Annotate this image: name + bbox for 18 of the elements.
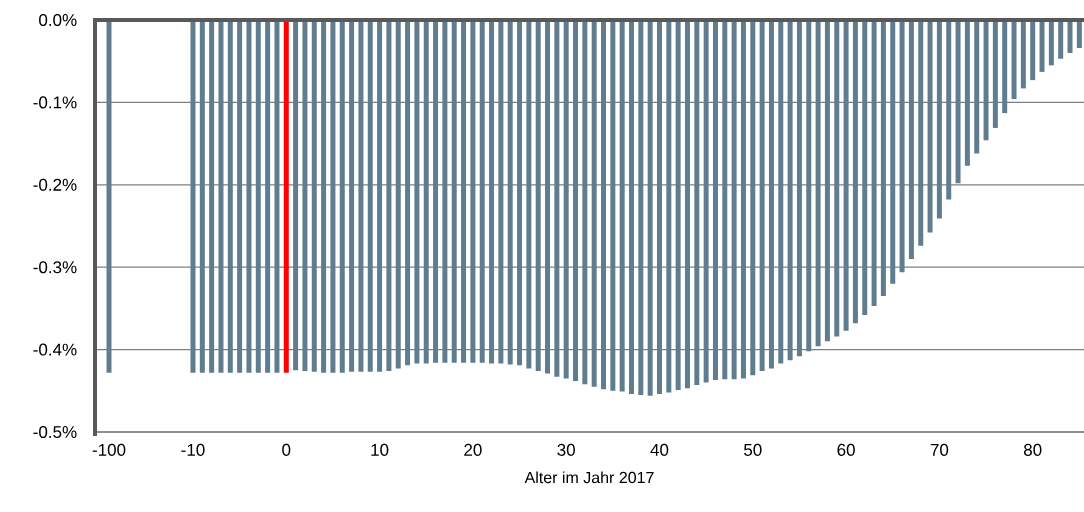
x-tick-label: 40 xyxy=(650,443,669,456)
x-axis-title: Alter im Jahr 2017 xyxy=(524,471,654,484)
y-tick-label: -0.4% xyxy=(33,343,77,356)
y-tick-label: -0.3% xyxy=(33,261,77,274)
x-tick-label: 30 xyxy=(557,443,575,456)
x-tick-label: -100 xyxy=(92,443,126,456)
x-tick-label: 80 xyxy=(1023,443,1042,456)
x-tick-label: 70 xyxy=(930,443,949,456)
y-tick-label: -0.2% xyxy=(33,178,77,191)
x-tick-label: 20 xyxy=(464,443,482,456)
y-tick-label: -0.5% xyxy=(33,425,77,439)
x-tick-label: 0 xyxy=(282,443,291,456)
x-tick-label: 50 xyxy=(744,443,762,456)
y-tick-label: 0.0% xyxy=(39,13,77,27)
x-tick-label: 10 xyxy=(371,443,389,456)
x-tick-label: 60 xyxy=(837,443,855,456)
y-tick-label: -0.1% xyxy=(33,96,77,109)
x-tick-label: -10 xyxy=(181,443,205,456)
